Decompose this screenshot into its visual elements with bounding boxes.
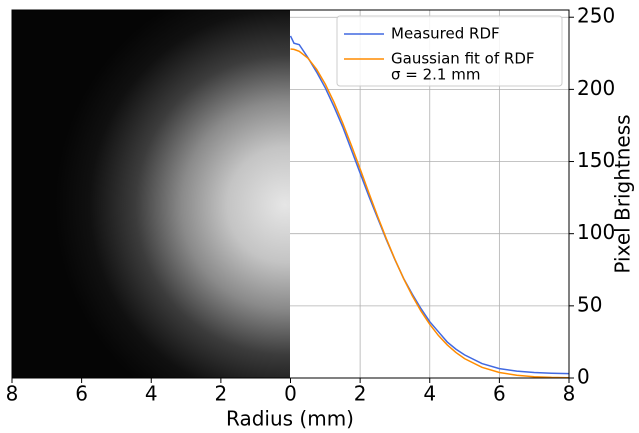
y-axis-label: Pixel Brightness [611,114,635,273]
legend-label: Gaussian fit of RDF [391,50,535,68]
y-tick-label: 50 [577,292,602,316]
legend-label: Measured RDF [391,25,500,43]
brightness-image [12,10,290,378]
y-tick-label: 0 [577,365,590,389]
legend-box [336,15,563,87]
series-line [290,48,570,379]
x-axis-label: Radius (mm) [226,407,354,431]
y-tick-label: 250 [577,4,615,28]
x-tick-label: 4 [145,382,158,406]
y-tick-label: 100 [577,220,615,244]
fit-annotation: σ = 2.1 mm [391,66,480,84]
x-tick-label: 4 [423,382,436,406]
x-tick-label: 2 [215,382,228,406]
x-tick-label: 6 [493,382,506,406]
y-tick-label: 150 [577,148,615,172]
x-tick-label: 0 [284,382,297,406]
x-tick-label: 6 [75,382,88,406]
x-tick-label: 8 [6,382,19,406]
x-tick-label: 2 [354,382,367,406]
y-tick-label: 200 [577,76,615,100]
x-tick-label: 8 [563,382,576,406]
